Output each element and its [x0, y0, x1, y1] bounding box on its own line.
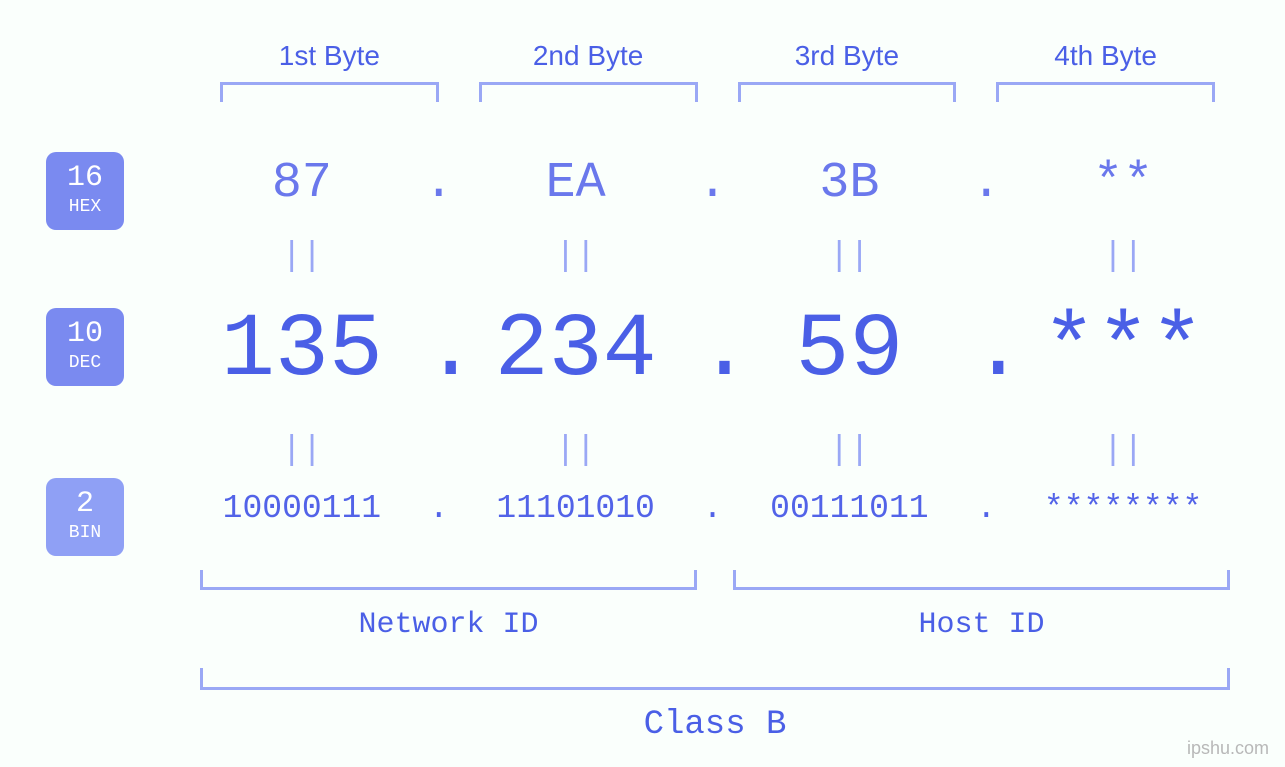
network-id-label: Network ID — [200, 608, 697, 642]
bin-byte-3: 00111011 — [728, 490, 972, 527]
byte-label-4: 4th Byte — [976, 40, 1235, 72]
hex-badge: 16 HEX — [46, 152, 124, 230]
equals-row-2: || . || . || . || — [180, 432, 1245, 470]
equals-row-1: || . || . || . || — [180, 238, 1245, 276]
class-bracket: Class B — [200, 668, 1230, 744]
byte-bracket-2 — [479, 82, 698, 102]
byte-bracket-4 — [996, 82, 1215, 102]
byte-brackets — [200, 82, 1235, 102]
bin-sep: . — [424, 490, 454, 527]
dec-badge-base: 10 — [67, 319, 103, 349]
dec-byte-4: *** — [1001, 300, 1245, 402]
dec-badge: 10 DEC — [46, 308, 124, 386]
network-host-brackets: Network ID Host ID — [200, 570, 1230, 642]
hex-byte-1: 87 — [180, 155, 424, 212]
hex-byte-4: ** — [1001, 155, 1245, 212]
ip-diagram: 1st Byte 2nd Byte 3rd Byte 4th Byte 16 H… — [0, 0, 1285, 767]
dec-row: 135 . 234 . 59 . *** — [180, 300, 1245, 402]
dec-sep: . — [971, 300, 1001, 402]
bin-badge: 2 BIN — [46, 478, 124, 556]
byte-bracket-3 — [738, 82, 957, 102]
bin-badge-name: BIN — [69, 523, 101, 545]
hex-sep: . — [424, 155, 454, 212]
equals-icon: || — [180, 238, 424, 276]
bin-badge-base: 2 — [76, 489, 94, 519]
host-id-label: Host ID — [733, 608, 1230, 642]
dec-sep: . — [424, 300, 454, 402]
equals-icon: || — [454, 238, 698, 276]
hex-badge-base: 16 — [67, 163, 103, 193]
dec-byte-2: 234 — [454, 300, 698, 402]
bracket-line — [733, 570, 1230, 590]
class-label: Class B — [200, 706, 1230, 744]
bin-byte-4: ******** — [1001, 490, 1245, 527]
hex-byte-3: 3B — [728, 155, 972, 212]
dec-byte-3: 59 — [728, 300, 972, 402]
bracket-line — [200, 570, 697, 590]
hex-byte-2: EA — [454, 155, 698, 212]
dec-byte-1: 135 — [180, 300, 424, 402]
hex-sep: . — [698, 155, 728, 212]
equals-icon: || — [180, 432, 424, 470]
watermark: ipshu.com — [1187, 738, 1269, 759]
byte-bracket-1 — [220, 82, 439, 102]
equals-icon: || — [728, 432, 972, 470]
byte-label-3: 3rd Byte — [718, 40, 977, 72]
equals-icon: || — [454, 432, 698, 470]
equals-icon: || — [728, 238, 972, 276]
host-id-bracket: Host ID — [733, 570, 1230, 642]
dec-sep: . — [698, 300, 728, 402]
bin-byte-2: 11101010 — [454, 490, 698, 527]
bracket-line — [200, 668, 1230, 690]
byte-label-1: 1st Byte — [200, 40, 459, 72]
byte-header-row: 1st Byte 2nd Byte 3rd Byte 4th Byte — [200, 40, 1235, 72]
byte-label-2: 2nd Byte — [459, 40, 718, 72]
bin-byte-1: 10000111 — [180, 490, 424, 527]
bin-sep: . — [698, 490, 728, 527]
dec-badge-name: DEC — [69, 353, 101, 375]
hex-row: 87 . EA . 3B . ** — [180, 155, 1245, 212]
bin-sep: . — [971, 490, 1001, 527]
equals-icon: || — [1001, 238, 1245, 276]
hex-badge-name: HEX — [69, 197, 101, 219]
hex-sep: . — [971, 155, 1001, 212]
equals-icon: || — [1001, 432, 1245, 470]
network-id-bracket: Network ID — [200, 570, 697, 642]
bin-row: 10000111 . 11101010 . 00111011 . *******… — [180, 490, 1245, 527]
